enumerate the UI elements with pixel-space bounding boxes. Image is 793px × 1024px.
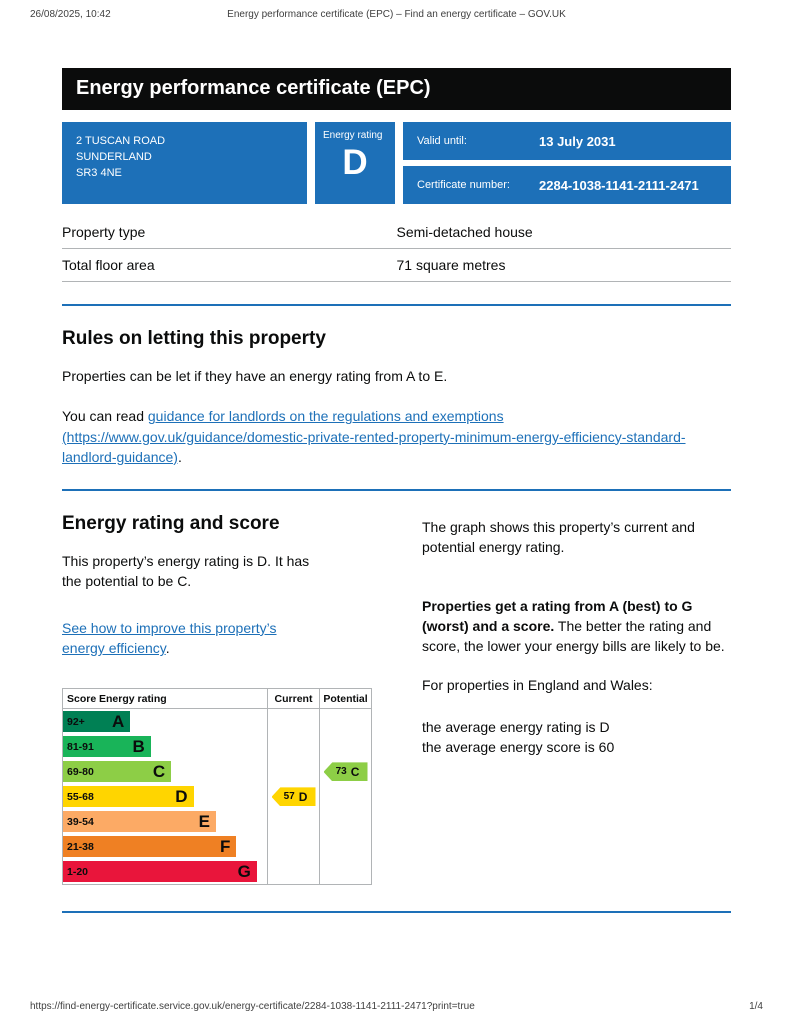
section-divider [62, 304, 731, 306]
band-c-letter: C [152, 762, 166, 782]
band-d-score: 55-68 [67, 790, 94, 803]
rating-section-right: The graph shows this property’s current … [422, 491, 730, 885]
column-header-score: Score [67, 693, 97, 706]
property-type-label: Property type [62, 224, 146, 240]
potential-letter: C [350, 764, 360, 779]
epc-band-row-a: 92+ A [63, 709, 371, 735]
rules-paragraph: Properties can be let if they have an en… [62, 368, 448, 384]
rating-explainer-rest: The better the rating and score, the low… [422, 618, 725, 655]
column-header-current: Current [267, 689, 319, 709]
band-f: 21-38 F [63, 836, 237, 858]
print-footer-page-number: 1/4 [749, 1001, 763, 1012]
improve-efficiency-link[interactable]: See how to improve this property’s energ… [62, 619, 277, 657]
certificate-number-box: Certificate number: 2284-1038-1141-2111-… [403, 166, 731, 204]
section-divider [62, 911, 731, 914]
band-g-score: 1-20 [67, 865, 89, 878]
band-a-letter: A [112, 712, 125, 732]
current-letter: D [298, 789, 308, 804]
band-f-letter: F [220, 837, 231, 857]
epc-band-row-g: 1-20 G [63, 859, 371, 885]
band-e-letter: E [198, 812, 210, 832]
average-score-line: the average energy score is 60 [422, 739, 615, 756]
landlord-guidance-link[interactable]: guidance for landlords on the regulation… [62, 408, 686, 465]
print-document-title: Energy performance certificate (EPC) – F… [227, 9, 566, 20]
band-d-letter: D [175, 787, 188, 807]
epc-band-row-f: 21-38 F [63, 834, 371, 860]
rating-explainer-paragraph: Properties get a rating from A (best) to… [422, 596, 730, 657]
band-f-score: 21-38 [67, 840, 94, 853]
band-b: 81-91 B [63, 736, 151, 758]
average-stats: the average energy rating is D the avera… [422, 717, 730, 758]
band-c-score: 69-80 [67, 765, 94, 778]
address-line-2: SUNDERLAND [76, 150, 152, 163]
table-row: Total floor area 71 square metres [62, 249, 731, 282]
epc-banner: Energy performance certificate (EPC) [62, 68, 731, 110]
floor-area-label: Total floor area [62, 257, 155, 273]
certificate-meta-column: Valid until: 13 July 2031 Certificate nu… [403, 122, 731, 204]
certificate-content: Energy performance certificate (EPC) 2 T… [62, 68, 731, 914]
rules-heading: Rules on letting this property [62, 328, 326, 349]
band-a-score: 92+ [67, 715, 85, 728]
floor-area-value: 71 square metres [396, 257, 506, 273]
address-line-1: 2 TUSCAN ROAD [76, 135, 166, 147]
address-line-3: SR3 4NE [76, 166, 122, 179]
print-datetime: 26/08/2025, 10:42 [30, 9, 111, 20]
epc-band-row-c: 69-80 C 73 C [63, 759, 371, 785]
column-header-potential: Potential [319, 689, 371, 709]
print-header: 26/08/2025, 10:42 Energy performance cer… [30, 9, 763, 23]
valid-until-box: Valid until: 13 July 2031 [403, 122, 731, 160]
guidance-text-prefix: You can read [62, 408, 148, 425]
energy-rating-value: D [342, 143, 368, 182]
epc-chart-header: Score Energy rating Current Potential [63, 689, 371, 710]
print-footer-url: https://find-energy-certificate.service.… [30, 1001, 475, 1012]
guidance-paragraph: You can read guidance for landlords on t… [62, 406, 731, 467]
band-e-score: 39-54 [67, 815, 94, 828]
column-header-energy-rating: Energy rating [99, 693, 167, 706]
rating-heading: Energy rating and score [62, 513, 280, 535]
guidance-text-suffix: . [177, 448, 182, 465]
property-table: Property type Semi-detached house Total … [62, 216, 731, 282]
current-rating-tag: 57 D [271, 787, 316, 807]
band-a: 92+ A [63, 711, 131, 733]
epc-band-row-b: 81-91 B [63, 734, 371, 760]
current-score: 57 [283, 791, 295, 803]
band-e: 39-54 E [63, 811, 216, 833]
rating-section-left: Energy rating and score This property’s … [62, 491, 372, 886]
page-title: Energy performance certificate (EPC) [76, 77, 431, 99]
rating-section: Energy rating and score This property’s … [62, 491, 731, 886]
valid-until-label: Valid until: [417, 135, 467, 147]
band-g-letter: G [237, 862, 251, 882]
potential-score: 73 [335, 766, 347, 778]
print-footer: https://find-energy-certificate.service.… [30, 1001, 763, 1012]
band-b-letter: B [132, 737, 145, 757]
table-row: Property type Semi-detached house [62, 216, 731, 249]
section-divider [62, 489, 731, 492]
improve-suffix: . [165, 640, 170, 657]
address-box: 2 TUSCAN ROAD SUNDERLAND SR3 4NE [62, 122, 307, 204]
property-type-value: Semi-detached house [396, 224, 533, 240]
rating-explainer-bold: Properties get a rating from A (best) to… [422, 597, 693, 635]
epc-band-row-e: 39-54 E [63, 809, 371, 835]
band-c: 69-80 C [63, 761, 172, 783]
certificate-number-label: Certificate number: [417, 179, 510, 191]
certificate-number-value: 2284-1038-1141-2111-2471 [539, 177, 699, 193]
energy-rating-box: Energy rating D [315, 122, 395, 204]
band-g: 1-20 G [63, 861, 257, 883]
average-rating-line: the average energy rating is D [422, 718, 610, 735]
england-wales-paragraph: For properties in England and Wales: [422, 676, 653, 693]
valid-until-value: 13 July 2031 [539, 133, 616, 149]
band-d: 55-68 D [63, 786, 194, 808]
improve-paragraph: See how to improve this property’s energ… [62, 618, 312, 659]
graph-intro-paragraph: The graph shows this property’s current … [422, 519, 695, 556]
energy-rating-label: Energy rating [323, 130, 383, 141]
potential-rating-tag: 73 C [323, 762, 368, 782]
epc-chart: Score Energy rating Current Potential 92… [62, 688, 372, 886]
summary-panel: 2 TUSCAN ROAD SUNDERLAND SR3 4NE Energy … [62, 122, 731, 204]
band-b-score: 81-91 [67, 740, 94, 753]
rating-summary-paragraph: This property’s energy rating is D. It h… [62, 553, 310, 590]
epc-band-row-d: 55-68 D 57 D [63, 784, 371, 810]
